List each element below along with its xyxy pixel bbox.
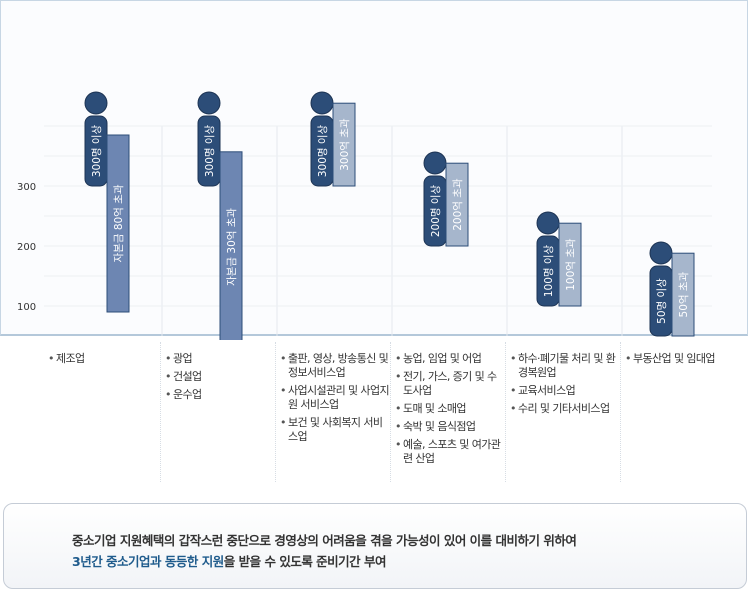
- category-item: 숙박 및 음식점업: [395, 420, 504, 434]
- category-column-2: 광업 건설업 운수업: [160, 342, 276, 482]
- category-item: 사업시설관리 및 사업지원 서비스업: [280, 384, 390, 412]
- employees-bar-label: 200명 이상: [430, 184, 442, 237]
- person-head: [536, 211, 560, 235]
- category-list-1: 제조업: [48, 352, 160, 366]
- sales-bar: [671, 252, 695, 337]
- category-item: 운수업: [165, 388, 274, 402]
- category-item: 건설업: [165, 370, 274, 384]
- category-column-1: 제조업: [44, 342, 162, 482]
- category-list-5: 하수·폐기물 처리 및 환경복원업 교육서비스업 수리 및 기타서비스업: [510, 352, 619, 416]
- category-item: 예술, 스포츠 및 여가관련 산업: [395, 438, 504, 466]
- person-head: [84, 91, 108, 115]
- category-item: 보건 및 사회복지 서비스업: [280, 416, 389, 444]
- category-item: 교육서비스업: [510, 384, 619, 398]
- category-column-6: 부동산업 및 임대업: [620, 342, 748, 482]
- note-highlight: 3년간 중소기업과 동등한 지원: [72, 554, 224, 569]
- person-head: [310, 91, 334, 115]
- category-item: 전기, 가스, 증기 및 수도사업: [395, 370, 504, 398]
- note-line-2: 3년간 중소기업과 동등한 지원을 받을 수 있도록 준비기간 부여: [72, 551, 746, 572]
- sales-bar: [332, 102, 356, 187]
- person-head: [197, 91, 221, 115]
- category-item: 제조업: [48, 352, 160, 366]
- capital-bar-label: 자본금 80억 초과: [113, 184, 125, 262]
- category-list-6: 부동산업 및 임대업: [625, 352, 746, 366]
- capital-bar: [219, 151, 243, 340]
- category-item: 부동산업 및 임대업: [625, 352, 746, 366]
- sales-bar-label: 100억 초과: [565, 238, 577, 291]
- note-box: 중소기업 지원혜택의 갑작스런 중단으로 경영상의 어려움을 겪을 가능성이 있…: [3, 503, 747, 589]
- employees-bar: [197, 115, 221, 187]
- category-list-4: 농업, 임업 및 어업 전기, 가스, 증기 및 수도사업 도매 및 소매업 숙…: [395, 352, 504, 466]
- category-column-4: 농업, 임업 및 어업 전기, 가스, 증기 및 수도사업 도매 및 소매업 숙…: [390, 342, 506, 482]
- employees-bar-label: 300명 이상: [204, 124, 216, 177]
- category-item: 하수·폐기물 처리 및 환경복원업: [510, 352, 619, 380]
- y-tick-label: 200: [17, 242, 36, 253]
- capital-bar: [106, 134, 130, 313]
- category-column-3: 출판, 영상, 방송통신 및 정보서비스업 사업시설관리 및 사업지원 서비스업…: [275, 342, 391, 482]
- employees-bar-label: 300명 이상: [91, 124, 103, 177]
- category-item: 농업, 임업 및 어업: [395, 352, 504, 366]
- category-item: 출판, 영상, 방송통신 및 정보서비스업: [280, 352, 389, 380]
- category-list-2: 광업 건설업 운수업: [165, 352, 274, 402]
- category-list-3: 출판, 영상, 방송통신 및 정보서비스업 사업시설관리 및 사업지원 서비스업…: [280, 352, 390, 444]
- category-item: 도매 및 소매업: [395, 402, 504, 416]
- employees-bar-label: 100명 이상: [543, 244, 555, 297]
- person-head: [423, 151, 447, 175]
- y-tick-label: 300: [17, 182, 36, 193]
- person-head: [649, 241, 673, 265]
- employees-bar-label: 50명 이상: [656, 278, 668, 324]
- y-tick-label: 100: [17, 302, 36, 313]
- note-line-1: 중소기업 지원혜택의 갑작스런 중단으로 경영상의 어려움을 겪을 가능성이 있…: [72, 533, 577, 548]
- category-item: 수리 및 기타서비스업: [510, 402, 619, 416]
- sales-bar: [445, 162, 469, 247]
- note-line-2-rest: 을 받을 수 있도록 준비기간 부여: [223, 554, 387, 569]
- employees-bar-label: 300명 이상: [317, 124, 329, 177]
- sales-bar: [558, 222, 582, 307]
- category-item: 광업: [165, 352, 274, 366]
- capital-bar-label: 자본금 30억 초과: [226, 208, 238, 286]
- sales-bar-label: 200억 초과: [452, 178, 464, 231]
- sales-bar-label: 50억 초과: [678, 271, 690, 317]
- category-column-5: 하수·폐기물 처리 및 환경복원업 교육서비스업 수리 및 기타서비스업: [505, 342, 621, 482]
- sales-bar-label: 300억 초과: [339, 118, 351, 171]
